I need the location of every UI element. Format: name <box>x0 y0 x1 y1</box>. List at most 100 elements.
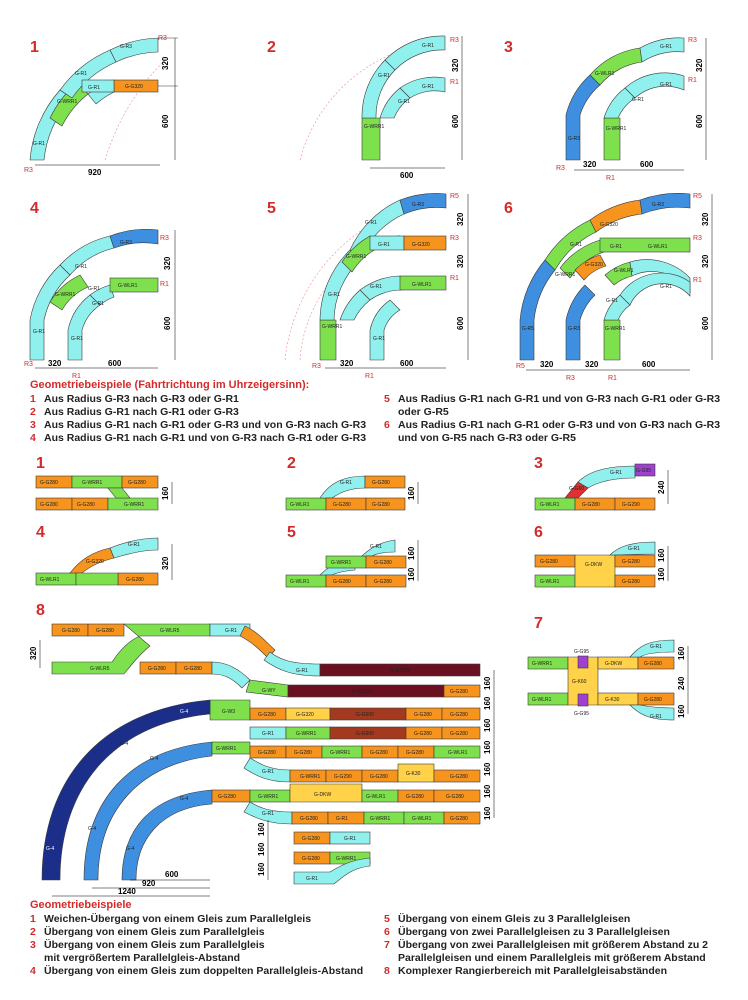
svg-text:G-R1: G-R1 <box>660 44 672 50</box>
svg-text:G-R1: G-R1 <box>306 876 318 882</box>
svg-text:G-DKW: G-DKW <box>314 792 332 798</box>
svg-text:R5: R5 <box>516 363 525 370</box>
svg-text:G-WRR1: G-WRR1 <box>124 502 144 508</box>
svg-text:G-WLR1: G-WLR1 <box>648 244 668 250</box>
b-figure-6: G-G280 G-WLR1 G-DKW G-R1 G-G280 G-G280 1… <box>534 541 669 588</box>
svg-text:G-G280: G-G280 <box>406 794 424 800</box>
fig-2-number: 2 <box>267 39 276 56</box>
svg-text:G-G60: G-G60 <box>569 486 584 492</box>
svg-text:320: 320 <box>456 254 465 268</box>
svg-text:G-WLR5: G-WLR5 <box>90 666 110 672</box>
svg-text:G-G280: G-G280 <box>450 712 468 718</box>
svg-text:G-G280: G-G280 <box>128 480 146 486</box>
svg-text:R3: R3 <box>566 375 575 382</box>
svg-text:R1: R1 <box>693 277 702 284</box>
svg-text:G-R1: G-R1 <box>365 220 377 226</box>
section-a-captions-right: 5 Aus Radius G-R1 nach G-R1 und von G-R3 … <box>384 393 721 444</box>
svg-text:G-WLR1: G-WLR1 <box>540 502 560 508</box>
svg-text:G-WLR1: G-WLR1 <box>412 816 432 822</box>
svg-text:G-WRR1: G-WRR1 <box>532 661 552 667</box>
svg-text:G-WLR1: G-WLR1 <box>614 268 634 274</box>
svg-text:G-G95: G-G95 <box>636 468 651 474</box>
svg-text:G-G280: G-G280 <box>302 856 320 862</box>
svg-text:R3: R3 <box>24 361 33 368</box>
fig-5-number: 5 <box>267 200 276 217</box>
b-figure-7: G-WRR1 G-WLR1 G-G95 G-G95 G-K60 G-DKW G-… <box>527 639 689 721</box>
svg-text:320: 320 <box>163 256 172 270</box>
svg-text:G-R1: G-R1 <box>610 244 622 250</box>
svg-text:160: 160 <box>407 567 416 581</box>
b-figure-3: G-WLR1 G-G60 G-R1 G-G95 G-G280 G-G290 24… <box>534 463 669 511</box>
svg-text:5: 5 <box>287 524 296 541</box>
svg-text:G-WRR1: G-WRR1 <box>555 272 575 278</box>
svg-text:G-WRR1: G-WRR1 <box>336 856 356 862</box>
b-figure-4: G-WLR1 G-G320 G-R1 G-G280 320 <box>35 537 173 586</box>
svg-text:R3: R3 <box>24 167 33 174</box>
svg-text:G-R1: G-R1 <box>33 329 45 335</box>
section-a-captions-left: 1 Aus Radius G-R3 nach G-R3 oder G-R1 2 Au… <box>30 393 367 444</box>
svg-text:G-R1: G-R1 <box>75 264 87 270</box>
svg-text:G-K30: G-K30 <box>406 771 421 777</box>
svg-text:G-G1200: G-G1200 <box>390 668 411 674</box>
svg-text:320: 320 <box>585 360 599 369</box>
svg-text:G-G600: G-G600 <box>356 712 374 718</box>
svg-text:160: 160 <box>257 842 266 856</box>
svg-text:320: 320 <box>701 254 710 268</box>
svg-text:G-W3: G-W3 <box>222 709 235 715</box>
svg-text:160: 160 <box>483 676 492 690</box>
figure-3: G-R1 G-WLR1 G-R1 G-R1 G-WRR1 G-R3 320 60… <box>556 37 707 182</box>
svg-text:320: 320 <box>161 556 170 570</box>
svg-text:G-WLR1: G-WLR1 <box>118 283 138 289</box>
svg-text:R3: R3 <box>450 37 459 44</box>
svg-text:320: 320 <box>701 212 710 226</box>
svg-text:G-WLR1: G-WLR1 <box>40 577 60 583</box>
svg-text:G-R3: G-R3 <box>568 326 580 332</box>
svg-text:G-R1: G-R1 <box>650 714 662 720</box>
svg-text:R1: R1 <box>450 275 459 282</box>
svg-text:G-R1: G-R1 <box>344 836 356 842</box>
figure-2: G-R1 G-R1 G-R1 G-R1 G-WRR1 320 600 600 R… <box>299 35 463 180</box>
svg-text:G-WRR1: G-WRR1 <box>216 746 236 752</box>
svg-text:G-WRR1: G-WRR1 <box>605 326 625 332</box>
b-figure-5: G-WLR1 G-R1 G-WRR1 G-G280 G-G280 G-G280 … <box>285 539 419 588</box>
svg-text:G-R1: G-R1 <box>262 811 274 817</box>
svg-text:G-4: G-4 <box>180 709 189 715</box>
svg-text:G-4: G-4 <box>126 846 135 852</box>
svg-text:G-R1: G-R1 <box>88 286 100 292</box>
svg-text:920: 920 <box>142 879 156 888</box>
svg-text:G-WRR1: G-WRR1 <box>296 731 316 737</box>
svg-text:7: 7 <box>534 615 543 632</box>
svg-text:600: 600 <box>400 171 414 180</box>
svg-text:3: 3 <box>534 455 543 472</box>
svg-text:320: 320 <box>340 359 354 368</box>
svg-text:G-G320: G-G320 <box>125 84 143 90</box>
svg-text:G-G280: G-G280 <box>644 661 662 667</box>
svg-text:G-R1: G-R1 <box>92 301 104 307</box>
svg-text:G-R5: G-R5 <box>522 326 534 332</box>
svg-text:G-WRR1: G-WRR1 <box>331 560 351 566</box>
svg-text:160: 160 <box>483 806 492 820</box>
svg-text:320: 320 <box>29 646 38 660</box>
svg-text:G-R1: G-R1 <box>373 336 385 342</box>
svg-text:G-R1: G-R1 <box>88 85 100 91</box>
svg-text:G-WLR1: G-WLR1 <box>595 71 615 77</box>
svg-text:160: 160 <box>483 784 492 798</box>
svg-text:G-R1: G-R1 <box>370 284 382 290</box>
svg-text:G-G280: G-G280 <box>300 816 318 822</box>
svg-text:320: 320 <box>583 160 597 169</box>
svg-text:G-R1: G-R1 <box>262 731 274 737</box>
svg-text:G-WRR1: G-WRR1 <box>55 292 75 298</box>
svg-text:240: 240 <box>657 480 666 494</box>
svg-text:G-R3: G-R3 <box>568 136 580 142</box>
b-figure-1: G-G280 G-WRR1 G-G280 G-G280 G-G280 G-WRR… <box>35 475 173 511</box>
svg-text:G-R1: G-R1 <box>225 628 237 634</box>
svg-text:G-R1: G-R1 <box>422 43 434 49</box>
svg-text:600: 600 <box>400 359 414 368</box>
svg-text:4: 4 <box>36 524 45 541</box>
svg-text:G-R1: G-R1 <box>610 470 622 476</box>
svg-text:G-G280: G-G280 <box>644 697 662 703</box>
svg-text:R1: R1 <box>608 375 617 382</box>
svg-text:G-R3: G-R3 <box>652 202 664 208</box>
svg-text:G-R1: G-R1 <box>606 298 618 304</box>
svg-text:G-WLR1: G-WLR1 <box>290 502 310 508</box>
